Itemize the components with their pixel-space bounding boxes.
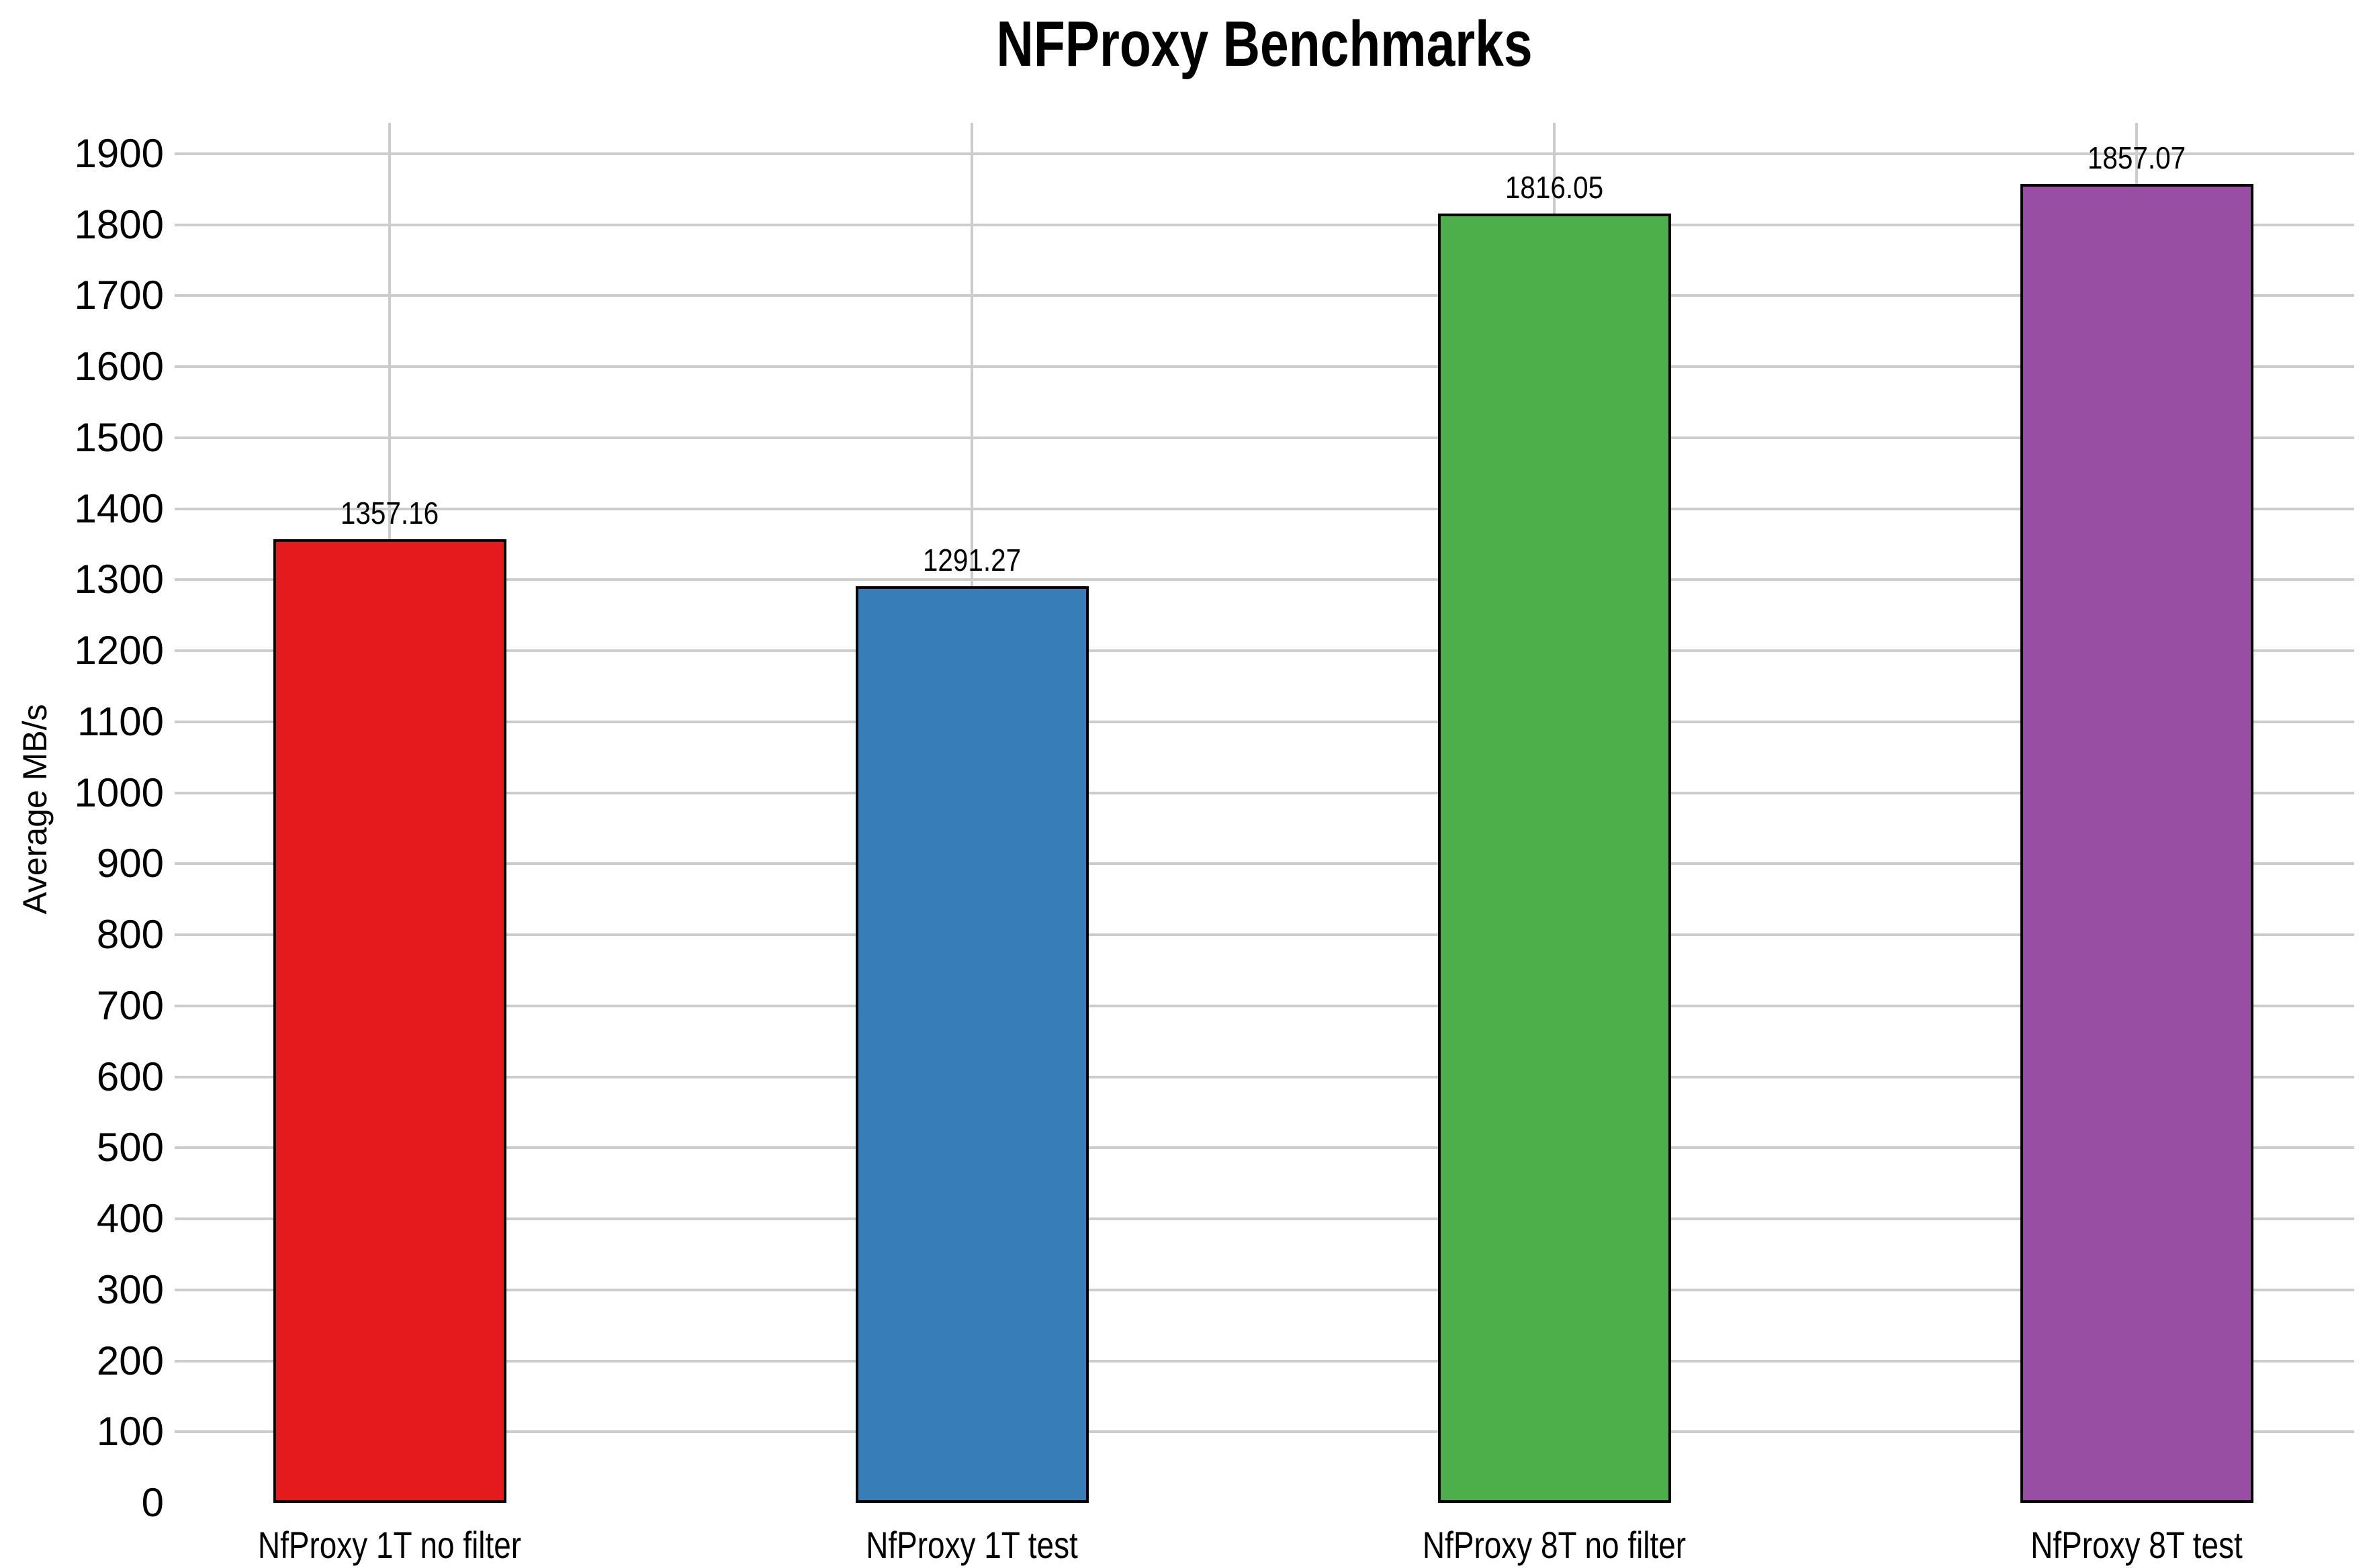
horizontal-gridline bbox=[175, 933, 2354, 937]
y-tick-label: 900 bbox=[96, 841, 164, 886]
horizontal-gridline bbox=[175, 1359, 2354, 1363]
horizontal-gridline bbox=[175, 436, 2354, 439]
horizontal-gridline bbox=[175, 1288, 2354, 1291]
y-tick-label: 1900 bbox=[74, 131, 164, 176]
y-tick-label: 600 bbox=[96, 1054, 164, 1099]
y-tick-label: 1400 bbox=[74, 486, 164, 531]
horizontal-gridline bbox=[175, 1075, 2354, 1078]
horizontal-gridline bbox=[175, 649, 2354, 653]
bar-nfproxy-1t-test bbox=[855, 586, 1089, 1503]
x-tick-label: NfProxy 1T no filter bbox=[257, 1524, 522, 1566]
bar-value-label: 1816.05 bbox=[1505, 169, 1604, 205]
y-tick-label: 1500 bbox=[74, 414, 164, 460]
horizontal-gridline bbox=[175, 294, 2354, 297]
horizontal-gridline bbox=[175, 1004, 2354, 1007]
bar-nfproxy-8t-test bbox=[2020, 184, 2253, 1503]
y-tick-label: 1100 bbox=[77, 698, 164, 744]
horizontal-gridline bbox=[175, 365, 2354, 369]
bar-value-label: 1357.16 bbox=[340, 495, 439, 531]
horizontal-gridline bbox=[175, 791, 2354, 794]
horizontal-gridline bbox=[175, 507, 2354, 510]
horizontal-gridline bbox=[175, 1146, 2354, 1150]
x-tick-label: NfProxy 1T test bbox=[866, 1524, 1078, 1566]
horizontal-gridline bbox=[175, 720, 2354, 723]
chart-title: NFProxy Benchmarks bbox=[996, 8, 1533, 80]
y-tick-label: 100 bbox=[96, 1409, 164, 1455]
y-tick-label: 1700 bbox=[74, 273, 164, 318]
horizontal-gridline bbox=[175, 862, 2354, 866]
y-tick-label: 1300 bbox=[74, 557, 164, 602]
y-tick-label: 1200 bbox=[74, 628, 164, 674]
y-tick-label: 400 bbox=[96, 1196, 164, 1242]
y-tick-label: 1000 bbox=[74, 770, 164, 815]
y-tick-label: 1600 bbox=[74, 344, 164, 389]
horizontal-gridline bbox=[175, 152, 2354, 155]
x-tick-label: NfProxy 8T no filter bbox=[1422, 1524, 1687, 1566]
horizontal-gridline bbox=[175, 578, 2354, 582]
horizontal-gridline bbox=[175, 1217, 2354, 1221]
y-tick-label: 0 bbox=[141, 1480, 164, 1525]
bar-nfproxy-1t-no-filter bbox=[273, 539, 506, 1503]
y-tick-label: 1800 bbox=[74, 201, 164, 247]
y-tick-label: 800 bbox=[96, 912, 164, 958]
bar-value-label: 1857.07 bbox=[2087, 140, 2186, 176]
horizontal-gridline bbox=[175, 223, 2354, 226]
bar-nfproxy-8t-no-filter bbox=[1437, 213, 1671, 1503]
horizontal-gridline bbox=[175, 1430, 2354, 1434]
bar-value-label: 1291.27 bbox=[922, 542, 1022, 578]
y-tick-label: 700 bbox=[96, 982, 164, 1028]
y-tick-label: 200 bbox=[96, 1338, 164, 1383]
y-tick-label: 500 bbox=[96, 1125, 164, 1170]
y-tick-label: 300 bbox=[96, 1266, 164, 1312]
x-tick-label: NfProxy 8T test bbox=[2030, 1524, 2243, 1566]
